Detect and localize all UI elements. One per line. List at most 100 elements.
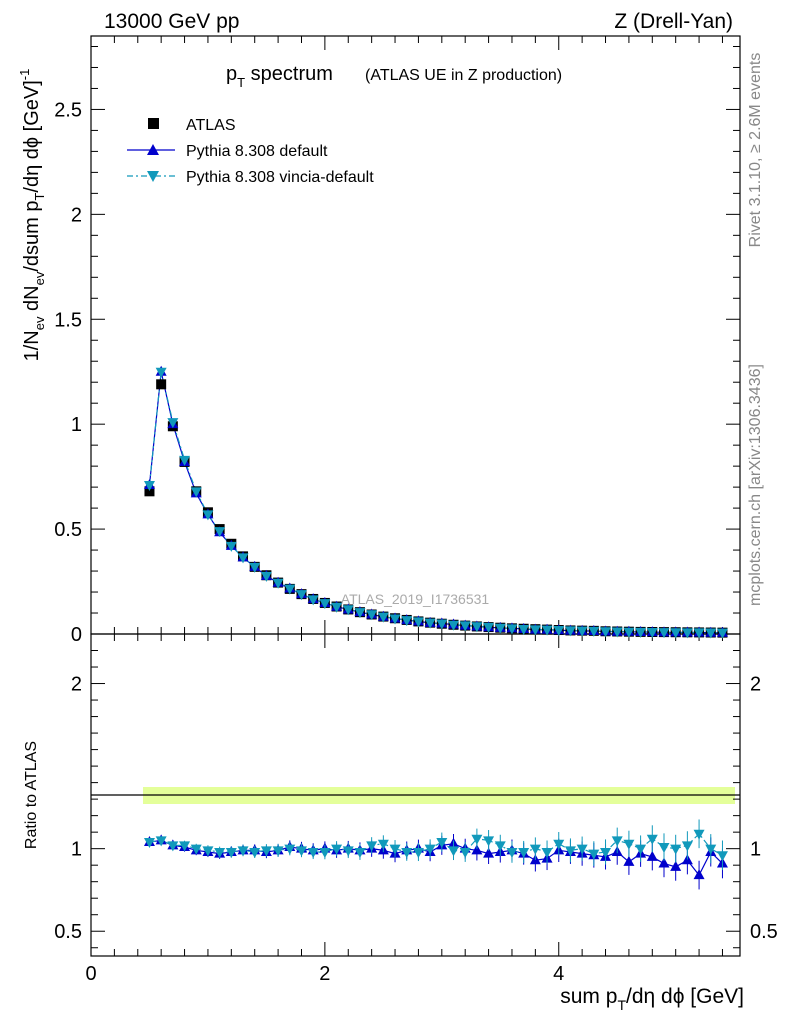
y-tick-label-ratio-right: 1: [750, 839, 761, 861]
vincia-ratio-point: [716, 851, 728, 862]
legend-label-default: Pythia 8.308 default: [186, 143, 328, 160]
vincia-ratio-point: [190, 844, 202, 855]
vincia-data-point: [389, 614, 401, 625]
vincia-ratio-point: [576, 844, 588, 855]
vincia-data-point: [377, 612, 389, 623]
vincia-data-point: [190, 487, 202, 498]
vincia-ratio-point: [342, 846, 354, 857]
vincia-ratio-point: [646, 834, 658, 845]
vincia-ratio-point: [377, 839, 389, 850]
vincia-data-point: [448, 620, 460, 631]
vincia-data-point: [564, 626, 576, 637]
vincia-data-point: [412, 617, 424, 628]
vincia-data-point: [635, 627, 647, 638]
vincia-ratio-point: [541, 847, 553, 858]
rivet-label: Rivet 3.1.10, ≥ 2.6M events: [747, 53, 764, 248]
vincia-data-point: [331, 602, 343, 613]
vincia-data-point: [553, 626, 565, 637]
y-tick-label-ratio-right: 2: [750, 674, 761, 696]
vincia-ratio-point: [319, 847, 331, 858]
vincia-ratio-point: [553, 839, 565, 850]
default-ratio-point: [646, 850, 658, 861]
axis-ticks: 0 2 400.511.522.50.5 0.51 12 2: [54, 36, 778, 985]
vincia-data-point: [681, 628, 693, 639]
title-paren: (ATLAS UE in Z production): [365, 67, 562, 84]
x-axis-label: sum pT/dη dϕ [GeV]: [560, 985, 744, 1013]
vincia-data-point: [658, 628, 670, 639]
y-axis-label-ratio: Ratio to ATLAS: [23, 741, 40, 849]
main-panel-marks: [143, 365, 728, 639]
vincia-data-point: [249, 562, 261, 573]
vincia-ratio-point: [260, 846, 272, 857]
vincia-data-point: [600, 627, 612, 638]
plot-title: pT spectrum (ATLAS UE in Z production): [226, 63, 562, 90]
vincia-data-point: [272, 578, 284, 589]
vincia-data-point: [529, 625, 541, 636]
default-ratio-point: [471, 844, 483, 855]
vincia-data-point: [155, 367, 167, 378]
analysis-watermark: ATLAS_2019_I1736531: [341, 591, 490, 607]
vincia-data-point: [670, 628, 682, 639]
vincia-ratio-point: [284, 844, 296, 855]
vincia-ratio-point: [564, 846, 576, 857]
vincia-data-point: [167, 418, 179, 429]
default-ratio-point: [623, 855, 635, 866]
vincia-data-point: [623, 627, 635, 638]
y-tick-label-ratio: 1: [71, 839, 82, 861]
atlas-data-point: [144, 486, 155, 497]
title-main: pT spectrum: [226, 63, 333, 90]
vincia-data-point: [401, 616, 413, 627]
vincia-data-point: [202, 510, 214, 521]
vincia-ratio-point: [272, 846, 284, 857]
vincia-ratio-point: [506, 847, 518, 858]
vincia-data-point: [518, 624, 530, 635]
vincia-ratio-point: [167, 841, 179, 852]
vincia-data-point: [576, 626, 588, 637]
mcplots-label: mcplots.cern.ch [arXiv:1306.3436]: [747, 364, 764, 606]
legend: ATLAS Pythia 8.308 default Pythia 8.308 …: [127, 117, 374, 186]
vincia-ratio-point: [705, 844, 717, 855]
vincia-data-point: [611, 627, 623, 638]
y-tick-label-main: 1: [71, 414, 82, 436]
vincia-ratio-point: [623, 839, 635, 850]
legend-marker-default: [147, 144, 159, 155]
legend-label-vincia: Pythia 8.308 vincia-default: [186, 169, 374, 186]
default-ratio-point: [658, 857, 670, 868]
vincia-data-point: [705, 628, 717, 639]
vincia-ratio-point: [179, 841, 191, 852]
vincia-data-point: [459, 621, 471, 632]
x-tick-label: 2: [319, 963, 330, 985]
vincia-ratio-point: [366, 841, 378, 852]
vincia-data-point: [143, 481, 155, 492]
y-tick-label-main: 2: [71, 204, 82, 226]
vincia-ratio-point: [225, 847, 237, 858]
vincia-ratio-point: [600, 847, 612, 858]
vincia-ratio-point: [354, 847, 366, 858]
legend-marker-vincia: [147, 171, 159, 182]
vincia-ratio-point: [143, 838, 155, 849]
y-tick-label-ratio: 0.5: [54, 921, 82, 943]
vincia-ratio-point: [214, 847, 226, 858]
vincia-ratio-point: [424, 844, 436, 855]
vincia-data-point: [284, 584, 296, 595]
vincia-data-point: [483, 622, 495, 633]
vincia-ratio-point: [155, 836, 167, 847]
vincia-data-point: [342, 605, 354, 616]
default-ratio-point: [483, 847, 495, 858]
vincia-ratio-point: [483, 836, 495, 847]
vincia-ratio-point: [202, 846, 214, 857]
vincia-ratio-point: [436, 838, 448, 849]
vincia-ratio-point: [249, 847, 261, 858]
vincia-data-point: [260, 571, 272, 582]
vincia-data-point: [494, 623, 506, 634]
vincia-data-point: [237, 553, 249, 564]
vincia-ratio-point: [448, 846, 460, 857]
vincia-ratio-point: [307, 847, 319, 858]
vincia-ratio-point: [658, 843, 670, 854]
vincia-data-point: [366, 610, 378, 621]
vincia-ratio-point: [681, 841, 693, 852]
vincia-data-point: [646, 628, 658, 639]
x-tick-label: 4: [553, 963, 564, 985]
default-ratio-point: [670, 860, 682, 871]
vincia-ratio-point: [518, 847, 530, 858]
